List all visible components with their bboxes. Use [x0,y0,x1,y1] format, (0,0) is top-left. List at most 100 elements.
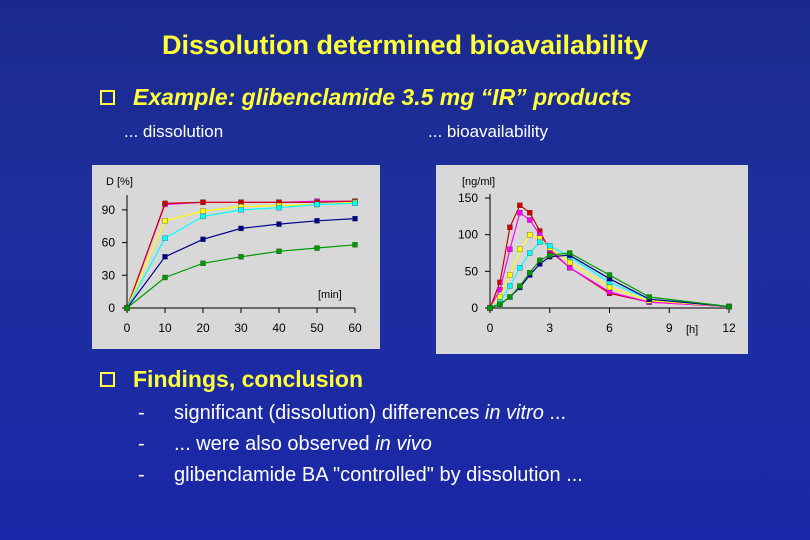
x-axis-label: [min] [318,289,342,301]
data-point [517,283,523,289]
x-tick-label: 50 [310,321,324,335]
data-point [314,245,320,251]
bioavailability-chart: 0 50 100 150 0 3 6 9 12 [ng/ml] [h] [458,176,736,336]
data-point [507,246,513,252]
data-point [276,221,282,227]
data-point [238,225,244,232]
data-point [200,213,206,220]
data-point [352,200,358,207]
data-point [606,289,613,295]
data-point [314,218,320,224]
data-point [352,242,358,248]
data-point [497,279,503,285]
slide-title: Dissolution determined bioavailability [161,30,649,60]
data-point [517,210,523,216]
y-axis-label: [ng/ml] [462,176,495,188]
data-point [162,274,168,281]
data-point [162,218,168,224]
data-point [162,200,168,207]
data-point [162,235,168,241]
y-tick-label: 150 [458,191,478,205]
series-line [489,233,730,309]
finding-item: - ... were also observed in vivo [138,429,583,460]
data-point [517,202,523,208]
data-point [314,201,320,208]
y-tick-label: 0 [471,301,478,315]
x-tick-label: 10 [158,321,172,335]
data-point [537,239,543,245]
bullet-findings-text: Findings, conclusion [133,366,363,392]
data-point [537,257,543,263]
data-point [527,270,533,276]
data-point [507,272,513,278]
checkbox-bullet-icon [100,372,115,387]
data-point [238,207,244,213]
x-tick-label: 0 [487,321,494,335]
finding-dash: - [138,464,145,486]
data-point [517,265,523,271]
data-point [507,224,513,230]
finding-dash: - [138,433,145,455]
x-tick-label: 6 [606,321,613,335]
data-point [527,250,533,256]
data-point [606,284,613,291]
x-axis-label: [h] [686,324,698,336]
x-tick-label: 60 [348,321,362,335]
data-point [527,232,533,238]
finding-text: ... were also observed in vivo [174,433,432,455]
y-tick-label: 90 [102,203,116,217]
data-point [726,303,732,310]
data-point [547,252,553,258]
data-point [200,199,206,205]
data-point [567,259,573,266]
x-tick-label: 40 [272,321,286,335]
data-point [547,243,553,249]
finding-text: glibenclamide BA "controlled" by dissolu… [174,464,583,486]
data-point [276,248,282,254]
data-point [162,254,168,260]
y-tick-label: 30 [102,268,116,282]
y-tick-label: 60 [102,236,116,250]
checkbox-bullet-icon [100,90,115,105]
x-tick-label: 9 [666,321,673,335]
finding-item: - significant (dissolution) differences i… [138,398,583,429]
y-tick-label: 0 [108,301,115,315]
data-point [646,294,652,300]
bullet-example-text: Example: glibenclamide 3.5 mg “IR” produ… [133,84,632,110]
dissolution-chart: 0 30 60 90 0 10 20 30 40 50 60 D [%] [min] [102,176,362,335]
data-point [517,246,523,252]
data-point [527,217,533,223]
right-chart-caption: ... bioavailability [428,122,549,141]
y-tick-label: 100 [458,228,478,242]
data-point [487,305,493,311]
data-point [238,254,244,260]
finding-dash: - [138,402,145,424]
bioavailability-chart-panel: 0 50 100 150 0 3 6 9 12 [ng/ml] [h] [436,165,748,354]
y-axis-label: D [%] [106,176,133,188]
data-point [497,287,503,293]
data-point [567,265,573,271]
x-tick-label: 30 [234,321,248,335]
data-point [507,294,513,300]
finding-text: significant (dissolution) differences in… [174,402,567,424]
data-point [352,215,358,222]
data-point [567,250,573,256]
y-tick-label: 50 [465,264,479,278]
x-tick-label: 3 [546,321,553,335]
bullet-example: Example: glibenclamide 3.5 mg “IR” produ… [100,84,631,111]
dissolution-chart-panel: 0 30 60 90 0 10 20 30 40 50 60 D [%] [min] [92,165,380,349]
findings-list: - significant (dissolution) differences i… [138,398,583,491]
data-point [507,283,513,289]
left-chart-caption: ... dissolution [124,122,224,141]
data-point [497,301,503,307]
data-point [527,210,533,216]
x-tick-label: 12 [722,321,736,335]
data-point [124,305,130,311]
finding-item: - glibenclamide BA "controlled" by dissol… [138,460,583,491]
data-point [276,205,282,211]
data-point [606,272,613,278]
bullet-findings: Findings, conclusion [100,366,363,393]
data-point [200,260,206,266]
data-point [200,236,206,242]
x-tick-label: 0 [124,321,131,335]
